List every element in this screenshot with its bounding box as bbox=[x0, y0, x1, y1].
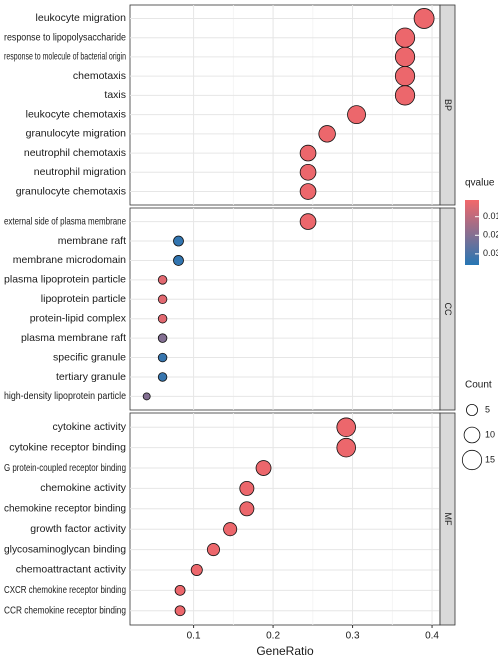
category-label: chemokine activity bbox=[40, 482, 127, 494]
category-label: external side of plasma membrane bbox=[4, 215, 126, 227]
category-label: leukocyte migration bbox=[36, 12, 127, 24]
facet-label: CC bbox=[443, 303, 453, 316]
category-label: membrane microdomain bbox=[13, 254, 126, 266]
color-bar-label: 0.01 bbox=[483, 211, 498, 221]
x-tick-label: 0.4 bbox=[425, 631, 439, 642]
size-legend-label: 10 bbox=[485, 429, 495, 439]
category-label: chemoattractant activity bbox=[16, 564, 127, 576]
category-label: G protein-coupled receptor binding bbox=[4, 462, 126, 474]
x-tick-label: 0.3 bbox=[346, 631, 360, 642]
dot bbox=[174, 605, 186, 617]
size-legend-label: 5 bbox=[485, 404, 490, 414]
x-tick-label: 0.2 bbox=[266, 631, 280, 642]
category-label: chemotaxis bbox=[73, 70, 126, 82]
dot bbox=[299, 213, 317, 230]
category-label: plasma lipoprotein particle bbox=[4, 274, 126, 286]
category-label: chemokine receptor binding bbox=[4, 503, 126, 515]
category-label: response to molecule of bacterial origin bbox=[4, 51, 126, 63]
facet-label: BP bbox=[443, 99, 453, 111]
dot bbox=[223, 522, 238, 537]
facet-label: MF bbox=[443, 513, 453, 526]
dot bbox=[347, 105, 366, 125]
dot bbox=[142, 392, 151, 401]
category-label: growth factor activity bbox=[30, 523, 126, 535]
category-label: glycosaminoglycan binding bbox=[4, 543, 126, 555]
dot bbox=[190, 563, 203, 576]
dot bbox=[174, 584, 186, 596]
size-legend-dot bbox=[461, 449, 483, 471]
dot bbox=[336, 417, 356, 438]
color-bar-label: 0.02 bbox=[483, 230, 498, 240]
category-label: tertiary granule bbox=[56, 371, 126, 383]
category-label: CCR chemokine receptor binding bbox=[4, 605, 126, 617]
dot bbox=[206, 543, 220, 557]
category-label: granulocyte chemotaxis bbox=[16, 185, 126, 197]
facet-strip bbox=[439, 207, 456, 411]
size-legend-dot bbox=[463, 426, 481, 444]
dot bbox=[239, 501, 255, 517]
dot bbox=[299, 144, 317, 162]
category-label: plasma membrane raft bbox=[21, 332, 126, 344]
color-legend-title: qvalue bbox=[465, 178, 495, 189]
dot bbox=[394, 46, 416, 68]
dot bbox=[157, 352, 168, 363]
size-legend-title: Count bbox=[465, 380, 492, 391]
category-label: lipoprotein particle bbox=[41, 293, 126, 305]
size-legend-dot bbox=[466, 404, 478, 416]
facet-strip bbox=[439, 4, 456, 206]
category-label: cytokine activity bbox=[52, 421, 126, 433]
category-label: granulocyte migration bbox=[26, 128, 127, 140]
dot bbox=[336, 437, 356, 458]
category-label: neutrophil chemotaxis bbox=[24, 147, 126, 159]
dot bbox=[394, 66, 416, 87]
dot bbox=[394, 27, 416, 48]
color-bar bbox=[465, 200, 479, 265]
x-tick-label: 0.1 bbox=[187, 631, 201, 642]
dot bbox=[299, 164, 317, 181]
dot bbox=[157, 372, 168, 382]
panel-background bbox=[129, 4, 441, 206]
category-label: neutrophil migration bbox=[34, 166, 126, 178]
category-label: taxis bbox=[104, 89, 126, 101]
dot bbox=[255, 460, 272, 476]
dot bbox=[157, 333, 168, 343]
dot bbox=[157, 294, 168, 305]
dot bbox=[239, 480, 255, 496]
category-label: response to lipopolysaccharide bbox=[4, 31, 126, 43]
dot bbox=[394, 85, 416, 106]
dot bbox=[173, 255, 184, 266]
dot bbox=[157, 313, 168, 324]
dot bbox=[318, 125, 336, 143]
dot bbox=[299, 183, 317, 200]
category-label: CXCR chemokine receptor binding bbox=[4, 584, 126, 596]
category-label: leukocyte chemotaxis bbox=[26, 108, 126, 120]
dot bbox=[413, 8, 435, 29]
category-label: protein-lipid complex bbox=[30, 312, 127, 324]
category-label: cytokine receptor binding bbox=[9, 441, 126, 453]
x-axis-title: GeneRatio bbox=[256, 644, 314, 658]
category-label: membrane raft bbox=[58, 235, 126, 247]
category-label: specific granule bbox=[53, 351, 126, 363]
size-legend-label: 15 bbox=[485, 454, 495, 464]
facet-strip bbox=[439, 412, 456, 626]
color-bar-label: 0.03 bbox=[483, 248, 498, 258]
category-label: high-density lipoprotein particle bbox=[4, 390, 126, 402]
dot bbox=[157, 275, 168, 285]
dot bbox=[173, 235, 184, 247]
